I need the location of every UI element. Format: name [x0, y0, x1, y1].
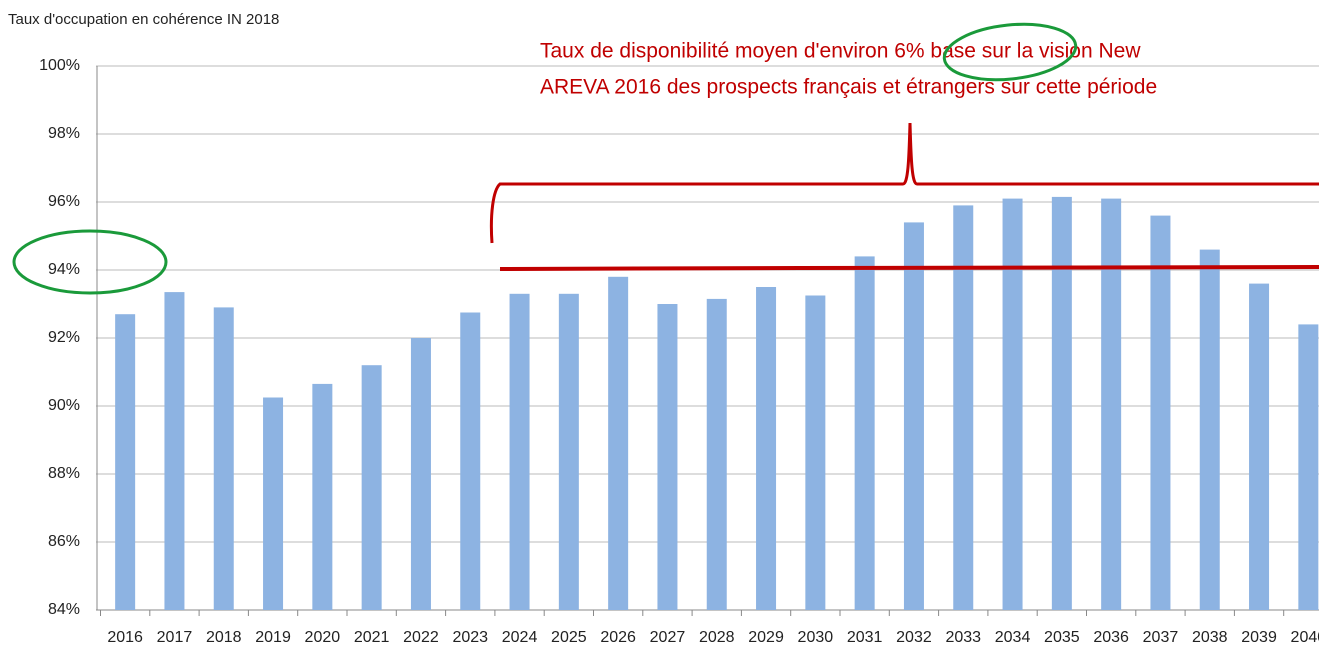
- x-tick-label: 2021: [354, 629, 390, 646]
- bar: [361, 365, 382, 610]
- x-tick-label: 2037: [1143, 629, 1179, 646]
- bar: [1051, 196, 1072, 610]
- x-tick-label: 2033: [945, 629, 981, 646]
- bar: [1150, 215, 1171, 610]
- reference-line: [499, 265, 1319, 271]
- bar: [115, 314, 136, 610]
- bar: [312, 383, 333, 610]
- y-tick-label: 88%: [48, 465, 80, 482]
- x-tick-label: 2034: [995, 629, 1031, 646]
- x-tick-label: 2032: [896, 629, 932, 646]
- bar: [213, 307, 234, 610]
- x-tick-label: 2030: [798, 629, 834, 646]
- bar: [1199, 249, 1220, 610]
- bar: [805, 295, 826, 610]
- chart-title: Taux d'occupation en cohérence IN 2018: [8, 11, 279, 28]
- x-tick-label: 2040: [1291, 629, 1319, 646]
- x-tick-label: 2031: [847, 629, 883, 646]
- bar: [903, 222, 924, 610]
- bar: [558, 293, 579, 610]
- x-tick-label: 2039: [1241, 629, 1277, 646]
- y-tick-label: 86%: [48, 533, 80, 550]
- x-tick-label: 2019: [255, 629, 291, 646]
- x-tick-label: 2036: [1093, 629, 1129, 646]
- bar: [1249, 283, 1270, 610]
- y-tick-label: 94%: [48, 261, 80, 278]
- x-tick-label: 2017: [157, 629, 193, 646]
- annotation: Taux de disponibilité moyen d'environ 6%…: [540, 40, 1141, 63]
- x-tick-label: 2024: [502, 629, 538, 646]
- x-tick-label: 2016: [107, 629, 143, 646]
- bar: [854, 256, 875, 610]
- bar: [706, 298, 727, 610]
- bar: [608, 276, 629, 610]
- bar: [509, 293, 530, 610]
- y-tick-label: 92%: [48, 329, 80, 346]
- x-tick-label: 2028: [699, 629, 735, 646]
- x-tick-label: 2023: [452, 629, 488, 646]
- y-tick-label: 96%: [48, 193, 80, 210]
- bar: [953, 205, 974, 610]
- bar: [1101, 198, 1122, 610]
- x-tick-label: 2035: [1044, 629, 1080, 646]
- y-tick-label: 84%: [48, 601, 80, 618]
- y-tick-label: 98%: [48, 125, 80, 142]
- bar: [164, 292, 185, 610]
- bar: [460, 312, 481, 610]
- x-tick-label: 2022: [403, 629, 439, 646]
- x-tick-label: 2025: [551, 629, 587, 646]
- bar: [1002, 198, 1023, 610]
- bar: [657, 304, 678, 610]
- highlight-circle: [942, 22, 1078, 82]
- x-tick-label: 2020: [305, 629, 341, 646]
- x-tick-label: 2029: [748, 629, 784, 646]
- bar: [263, 397, 284, 610]
- x-tick-label: 2027: [650, 629, 686, 646]
- x-tick-label: 2018: [206, 629, 242, 646]
- x-tick-label: 2026: [600, 629, 636, 646]
- plot-area: 84% 86% 88% 90% 92% 94% 96% 98% 100% 2016 2017 2018…: [39, 57, 1319, 646]
- bar: [756, 287, 777, 610]
- highlight-circle: [12, 229, 168, 295]
- x-tick-label: 2038: [1192, 629, 1228, 646]
- y-tick-label: 90%: [48, 397, 80, 414]
- y-tick-label: 100%: [39, 57, 80, 74]
- annotation: AREVA 2016 des prospects français et étr…: [540, 76, 1157, 99]
- bar: [410, 338, 431, 610]
- bar: [1298, 324, 1319, 610]
- bracket: [489, 122, 1319, 244]
